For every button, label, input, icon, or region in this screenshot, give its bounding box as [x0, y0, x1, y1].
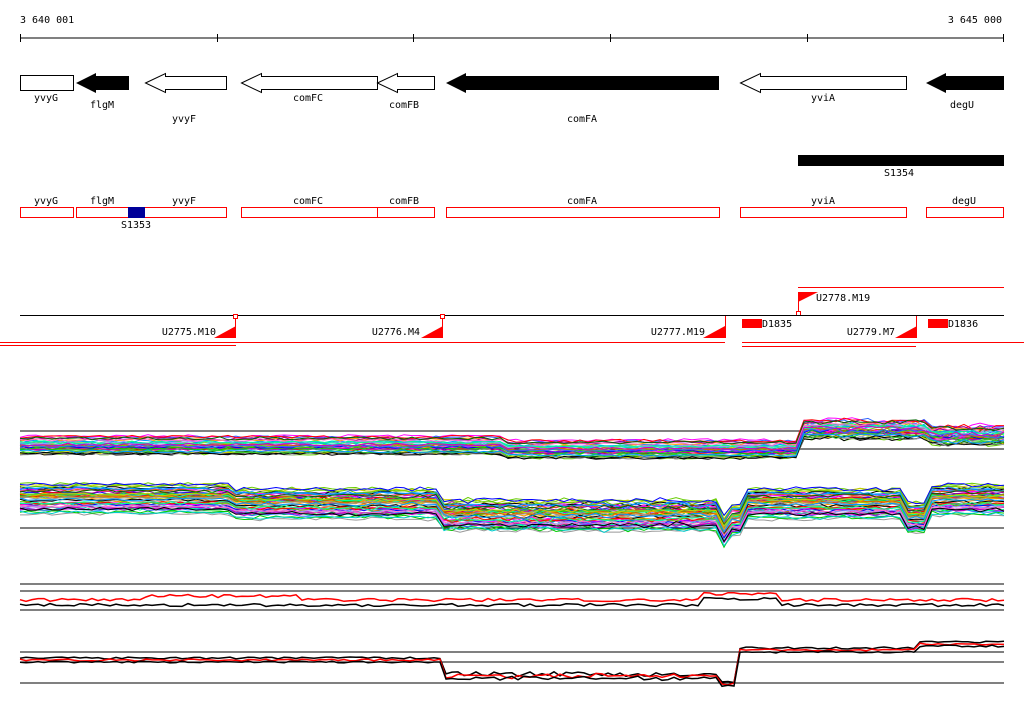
- gene-arrow-comFC[interactable]: [240, 72, 378, 94]
- ruler-start-label: 3 640 001: [20, 15, 74, 26]
- profile-line: [19, 482, 1005, 517]
- profile-line: [19, 510, 1005, 547]
- profile-line: [19, 642, 1005, 686]
- gene-arrow-flgM[interactable]: [76, 73, 129, 93]
- profile-line: [19, 591, 1005, 603]
- marker-d1835[interactable]: [742, 319, 762, 328]
- profile-line: [19, 493, 1005, 531]
- gene-arrow-yvyG[interactable]: [20, 75, 74, 91]
- profile-line: [20, 511, 1005, 548]
- gene-arrow-yvyF[interactable]: [144, 72, 227, 94]
- segment-label-u2777: U2777.M19: [651, 327, 705, 338]
- segment-label-u2775: U2775.M10: [162, 327, 216, 338]
- box-label-comFC: comFC: [293, 196, 323, 207]
- box-comFA[interactable]: [446, 207, 720, 218]
- gene-label-flgM: flgM: [90, 100, 114, 111]
- box-label-flgM: flgM: [90, 196, 114, 207]
- box-flgM-yvyF[interactable]: [76, 207, 227, 218]
- s1354-bar[interactable]: [798, 155, 1004, 166]
- profile-line: [19, 501, 1005, 537]
- box-yvyG[interactable]: [20, 207, 74, 218]
- gene-track: yvyG flgM yvyF comFC comFB comFA yviA de…: [20, 72, 1004, 125]
- marker-label-d1836: D1836: [948, 319, 978, 330]
- box-label-degU: degU: [952, 196, 976, 207]
- gene-label-yviA: yviA: [811, 93, 835, 104]
- profile-line: [19, 497, 1005, 534]
- profile-line: [19, 427, 1005, 453]
- profile-line: [19, 417, 1004, 443]
- profile-line: [19, 504, 1005, 537]
- box-label-yvyG: yvyG: [34, 196, 58, 207]
- s1353-label: S1353: [121, 220, 151, 231]
- segment-label-u2778: U2778.M19: [816, 293, 870, 304]
- profile-line: [19, 425, 1005, 451]
- gene-label-yvyF: yvyF: [172, 114, 196, 125]
- feature-bar-s1354: S1354: [798, 155, 1004, 179]
- profile-line: [19, 486, 1005, 523]
- box-label-comFB: comFB: [389, 196, 419, 207]
- box-label-yviA: yviA: [811, 196, 835, 207]
- profile-line: [19, 424, 1005, 449]
- gene-arrow-comFA[interactable]: [446, 73, 719, 93]
- profile-line: [19, 596, 1005, 608]
- ruler-end-label: 3 645 000: [948, 15, 1002, 26]
- gene-arrow-yviA[interactable]: [739, 72, 907, 94]
- annotation-box-track: yvyG flgM yvyF comFC comFB comFA yviA de…: [20, 196, 1004, 231]
- profile-line: [19, 644, 1005, 688]
- segment-label-u2776: U2776.M4: [372, 327, 420, 338]
- profile-line: [19, 488, 1005, 526]
- profile-line: [19, 419, 1005, 445]
- profile-line: [19, 430, 1005, 455]
- profile-line: [19, 433, 1005, 458]
- gene-label-comFC: comFC: [293, 93, 323, 104]
- profile-line: [19, 506, 1005, 543]
- gene-label-yvyG: yvyG: [34, 93, 58, 104]
- coordinate-ruler: 3 640 001 3 645 000: [20, 15, 1004, 42]
- gene-label-comFB: comFB: [389, 100, 419, 111]
- box-comFB[interactable]: [377, 207, 435, 218]
- box-comFC[interactable]: [241, 207, 378, 218]
- profile-line: [19, 640, 1005, 684]
- gene-label-comFA: comFA: [567, 114, 597, 125]
- profile-line: [19, 510, 1005, 549]
- gene-arrow-comFB[interactable]: [376, 72, 435, 94]
- box-label-comFA: comFA: [567, 196, 597, 207]
- gene-label-degU: degU: [950, 100, 974, 111]
- profile-line: [19, 421, 1005, 446]
- s1354-label: S1354: [884, 168, 914, 179]
- segment-label-u2779: U2779.M7: [847, 327, 895, 338]
- box-degU[interactable]: [926, 207, 1004, 218]
- profile-line: [19, 484, 1005, 522]
- box-yviA[interactable]: [740, 207, 907, 218]
- gene-arrow-degU[interactable]: [926, 73, 1004, 93]
- profile-line: [19, 492, 1005, 528]
- s1353-mark[interactable]: [128, 207, 145, 218]
- marker-d1836[interactable]: [928, 319, 948, 328]
- transcription-unit-track: U2778.M19 U2775.M10 U2776.M4 U2777.M19 U…: [0, 287, 1024, 347]
- box-label-yvyF: yvyF: [172, 196, 196, 207]
- marker-label-d1835: D1835: [762, 319, 792, 330]
- expression-profile-panels: [19, 417, 1005, 688]
